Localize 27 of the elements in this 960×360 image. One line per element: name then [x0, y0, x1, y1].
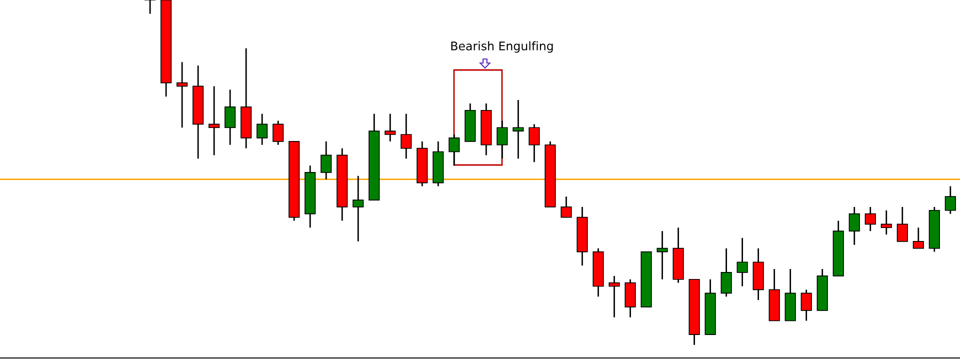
candlestick — [208, 86, 220, 156]
candlestick — [896, 206, 908, 242]
candlestick — [848, 206, 860, 246]
candlestick — [144, 0, 156, 14]
candlestick — [272, 120, 284, 146]
candlestick — [512, 99, 524, 160]
candlestick — [912, 226, 924, 250]
candlestick — [864, 206, 876, 232]
candlestick — [256, 113, 268, 146]
candlestick — [720, 248, 732, 298]
candlestick — [448, 134, 460, 166]
candlestick — [528, 123, 540, 163]
candlestick — [560, 196, 572, 218]
candlestick — [320, 140, 332, 180]
annotation: Bearish Engulfing — [451, 41, 553, 53]
candlestick — [224, 88, 236, 146]
candlestick — [800, 289, 812, 322]
candlestick — [496, 120, 508, 160]
candlestick — [608, 275, 620, 318]
candlestick — [400, 113, 412, 160]
candlestick — [736, 237, 748, 287]
candlestick — [944, 186, 956, 215]
candlestick — [384, 113, 396, 142]
candlestick — [176, 61, 188, 128]
candlestick — [880, 210, 892, 236]
candlestick — [352, 175, 364, 242]
candlestick — [656, 230, 668, 280]
